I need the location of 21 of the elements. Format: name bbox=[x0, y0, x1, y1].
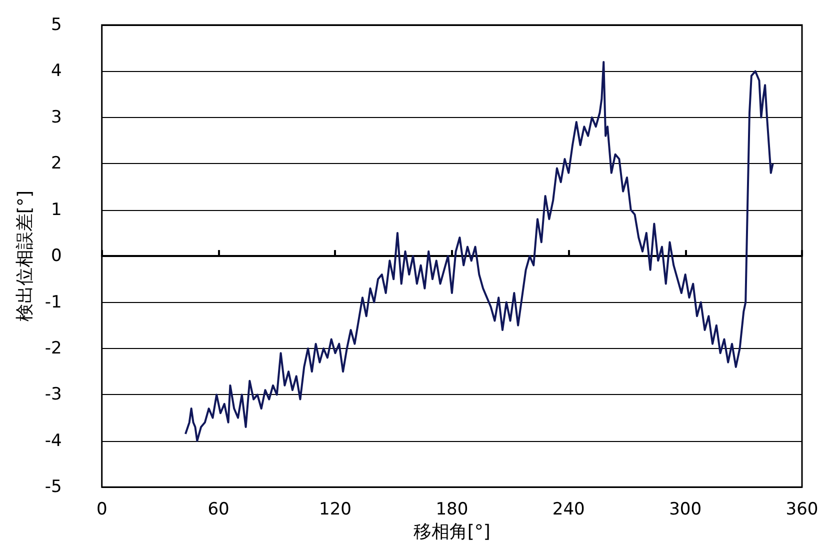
y-tick-label: -1 bbox=[44, 292, 62, 312]
x-tick-label: 300 bbox=[669, 500, 702, 520]
y-tick-label: -5 bbox=[44, 477, 62, 498]
line-series bbox=[184, 60, 774, 442]
y-tick-label: -2 bbox=[44, 338, 62, 358]
y-axis-title: 検出位相誤差[°] bbox=[14, 190, 36, 322]
y-tick-label: 4 bbox=[51, 61, 62, 82]
x-tick-label: 180 bbox=[436, 500, 468, 520]
x-tick-label: 240 bbox=[552, 500, 585, 520]
x-axis-title: 移相角[°] bbox=[413, 522, 490, 542]
y-tick-label: 2 bbox=[51, 154, 62, 174]
x-tick-label: 60 bbox=[208, 500, 230, 520]
y-tick-label: 0 bbox=[51, 246, 62, 266]
y-tick-label: 3 bbox=[51, 107, 62, 128]
x-tick-label: 360 bbox=[786, 500, 818, 520]
y-tick-label: 1 bbox=[51, 200, 62, 220]
x-tick-label: 120 bbox=[319, 500, 352, 520]
y-tick-label: -4 bbox=[44, 430, 62, 451]
y-tick-label: 5 bbox=[51, 15, 62, 35]
x-tick-label: 0 bbox=[96, 500, 108, 520]
y-tick-label: -3 bbox=[44, 384, 62, 405]
